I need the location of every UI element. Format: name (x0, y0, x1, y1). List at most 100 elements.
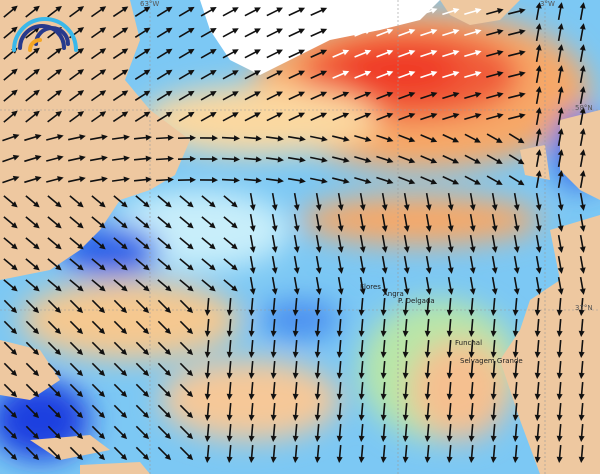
arrow-head (320, 112, 328, 119)
arrow-head (120, 432, 128, 440)
arrow-head (430, 49, 438, 56)
arrow-head (204, 435, 211, 442)
arrow-head (491, 267, 498, 274)
arrow-head (55, 222, 62, 229)
arrow-head (557, 23, 564, 30)
arrow-head (209, 201, 216, 208)
arrow-head (165, 264, 172, 271)
arrow-head (452, 70, 460, 77)
arrow-head (120, 327, 128, 335)
arrow-head (292, 309, 299, 316)
arrow-head (557, 204, 564, 211)
arrow-head (186, 390, 194, 398)
arrow-head (535, 267, 542, 274)
arrow-head (293, 288, 300, 295)
arrow-head (34, 154, 42, 161)
arrow-head (121, 27, 129, 34)
arrow-head (248, 372, 255, 379)
arrow-head (468, 351, 475, 358)
arrow-head (226, 372, 233, 379)
arrow-head (337, 246, 344, 253)
arrow-head (276, 91, 283, 97)
arrow-head (186, 369, 194, 377)
arrow-head (12, 133, 20, 140)
arrow-head (232, 70, 239, 76)
arrow-head (32, 411, 40, 419)
arrow-head (231, 243, 238, 250)
arrow-head (535, 86, 542, 93)
arrow-head (76, 453, 84, 461)
arrow-head (579, 149, 586, 156)
arrow-head (430, 28, 438, 35)
arrow-head (343, 136, 350, 142)
place-funchal: Funchal (455, 339, 483, 347)
arrow-head (519, 92, 526, 98)
arrow-head (249, 267, 256, 274)
arrow-head (535, 149, 542, 156)
arrow-head (211, 156, 218, 163)
arrow-head (12, 154, 20, 161)
arrow-head (519, 71, 526, 77)
arrow-head (579, 2, 586, 9)
arrow-head (145, 155, 152, 162)
arrow-head (578, 372, 585, 379)
arrow-head (358, 309, 365, 316)
arrow-head (424, 393, 431, 400)
arrow-head (513, 204, 520, 211)
arrow-head (447, 267, 454, 274)
arrow-head (186, 327, 194, 335)
arrow-head (534, 372, 541, 379)
arrow-head (187, 111, 195, 118)
arrow-head (337, 288, 344, 295)
arrow-head (77, 285, 84, 292)
arrow-head (120, 390, 128, 398)
arrow-head (336, 456, 343, 463)
direction-arrows (2, 2, 586, 463)
arrow-head (519, 8, 526, 14)
arrow-head (209, 243, 216, 250)
arrow-head (579, 288, 586, 295)
arrow-head (556, 309, 563, 316)
arrow-head (271, 288, 278, 295)
arrow-head (10, 390, 18, 398)
arrow-head (359, 267, 366, 274)
arrow-head (491, 288, 498, 295)
arrow-head (143, 6, 151, 13)
arrow-head (79, 176, 86, 183)
arrow-head (292, 351, 299, 358)
arrow-head (209, 7, 217, 13)
arrow-head (32, 453, 40, 461)
arrow-head (380, 351, 387, 358)
arrow-head (186, 432, 194, 440)
arrow-head (276, 70, 283, 76)
arrow-head (98, 369, 106, 377)
arrow-head (54, 306, 62, 314)
arrow-head (469, 288, 476, 295)
arrow-head (364, 49, 372, 56)
arrow-head (165, 111, 173, 118)
arrow-head (424, 351, 431, 358)
arrow-head (579, 86, 586, 93)
arrow-head (320, 28, 328, 35)
arrow-head (402, 414, 409, 421)
arrow-head (77, 69, 85, 76)
arrow-head (557, 65, 564, 72)
arrow-head (10, 432, 18, 440)
arrow-head (447, 246, 454, 253)
arrow-head (359, 225, 366, 232)
arrow-head (249, 204, 256, 211)
arrow-head (534, 309, 541, 316)
arrow-head (517, 137, 525, 144)
arrow-head (187, 222, 194, 229)
arrow-head (446, 456, 453, 463)
arrow-head (381, 288, 388, 295)
arrow-head (54, 390, 62, 398)
arrow-head (99, 27, 107, 34)
arrow-head (11, 243, 18, 250)
arrow-head (446, 435, 453, 442)
arrow-head (491, 204, 498, 211)
arrow-head (187, 48, 195, 55)
arrow-head (556, 351, 563, 358)
